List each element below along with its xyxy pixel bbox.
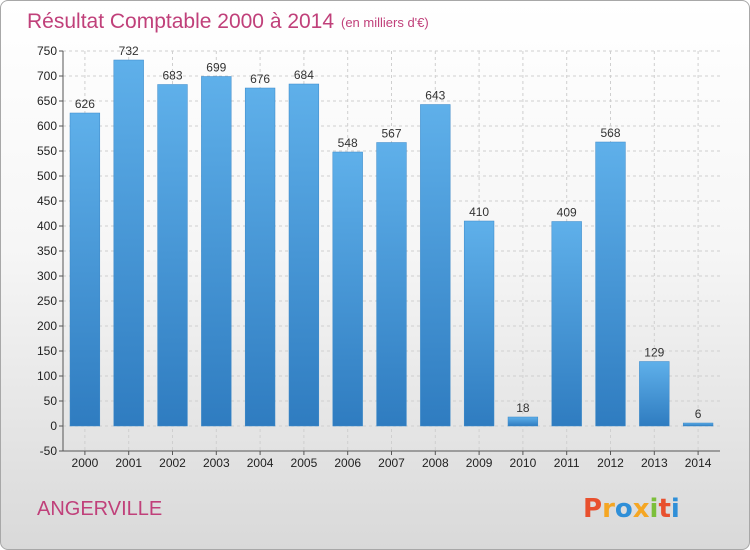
bar-value-label: 567 <box>381 127 401 141</box>
y-tick-label: 0 <box>50 419 57 433</box>
bar-value-label: 699 <box>206 61 226 75</box>
y-tick-label: 550 <box>37 144 57 158</box>
x-tick-label: 2012 <box>597 456 624 470</box>
bar-value-label: 409 <box>557 206 577 220</box>
x-tick-label: 2004 <box>247 456 274 470</box>
x-tick-label: 2008 <box>422 456 449 470</box>
y-tick-label: 650 <box>37 94 57 108</box>
y-tick-label: 400 <box>37 219 57 233</box>
y-tick-label: 100 <box>37 369 57 383</box>
x-tick-label: 2011 <box>554 456 580 470</box>
bar-value-label: 129 <box>644 346 664 360</box>
y-tick-label: 450 <box>37 194 57 208</box>
bar-value-label: 6 <box>695 407 702 421</box>
y-tick-label: 300 <box>37 269 57 283</box>
proxiti-logo: Proxiti <box>583 494 680 524</box>
bar-value-label: 683 <box>162 69 182 83</box>
bar <box>507 416 539 427</box>
chart-title: Résultat Comptable 2000 à 2014 <box>27 10 334 33</box>
x-tick-label: 2003 <box>203 456 230 470</box>
bar-value-label: 18 <box>516 401 530 415</box>
bar-value-label: 676 <box>250 72 270 86</box>
x-tick-label: 2002 <box>159 456 186 470</box>
value-labels: 626 732 683 699 676 684 548 567 643 410 18 409 568 12… <box>75 44 702 421</box>
bar <box>332 151 363 427</box>
y-tick-label: 200 <box>37 319 57 333</box>
x-tick-label: 2009 <box>466 456 493 470</box>
bar <box>288 83 320 427</box>
x-tick-label: 2013 <box>641 456 668 470</box>
bar <box>639 361 670 427</box>
y-tick-label: 50 <box>44 394 58 408</box>
x-tick-labels: 2000 2001 2002 2003 2004 2005 2006 2007 2008 2009… <box>72 456 712 470</box>
bar-value-label: 626 <box>75 97 95 111</box>
bar-value-label: 568 <box>600 126 620 140</box>
x-tick-label: 2000 <box>72 456 99 470</box>
x-tick-label: 2010 <box>510 456 537 470</box>
x-tick-label: 2001 <box>115 456 142 470</box>
bar <box>463 220 495 427</box>
bar <box>682 422 714 427</box>
x-tick-label: 2014 <box>685 456 712 470</box>
bars <box>69 59 714 427</box>
chart-subtitle: (en milliers d'€) <box>341 15 429 30</box>
bar <box>595 141 626 427</box>
bar <box>69 112 101 427</box>
y-tick-labels: -50 0 50 100 150 200 250 300 350 400 450 500 550 600 6… <box>37 44 57 458</box>
bar <box>113 59 144 427</box>
y-tick-label: 600 <box>37 119 57 133</box>
bar-value-label: 732 <box>119 44 139 58</box>
commune-name: ANGERVILLE <box>37 498 162 520</box>
y-tick-label: 150 <box>37 344 57 358</box>
y-tick-label: -50 <box>40 444 58 458</box>
bar-value-label: 684 <box>294 68 314 82</box>
axes <box>59 50 720 455</box>
bar <box>420 104 451 427</box>
bar <box>244 87 276 427</box>
bar <box>157 84 188 427</box>
bar-value-label: 548 <box>338 136 358 150</box>
y-tick-label: 700 <box>37 69 57 83</box>
x-tick-label: 2006 <box>334 456 361 470</box>
bar-value-label: 410 <box>469 205 489 219</box>
bar <box>376 142 407 427</box>
y-tick-label: 500 <box>37 169 57 183</box>
y-tick-label: 350 <box>37 244 57 258</box>
x-tick-label: 2005 <box>291 456 318 470</box>
x-tick-label: 2007 <box>378 456 405 470</box>
bar <box>551 221 582 427</box>
y-tick-label: 750 <box>37 44 57 58</box>
y-tick-label: 250 <box>37 294 57 308</box>
bar <box>201 76 232 427</box>
bar-value-label: 643 <box>425 89 445 103</box>
